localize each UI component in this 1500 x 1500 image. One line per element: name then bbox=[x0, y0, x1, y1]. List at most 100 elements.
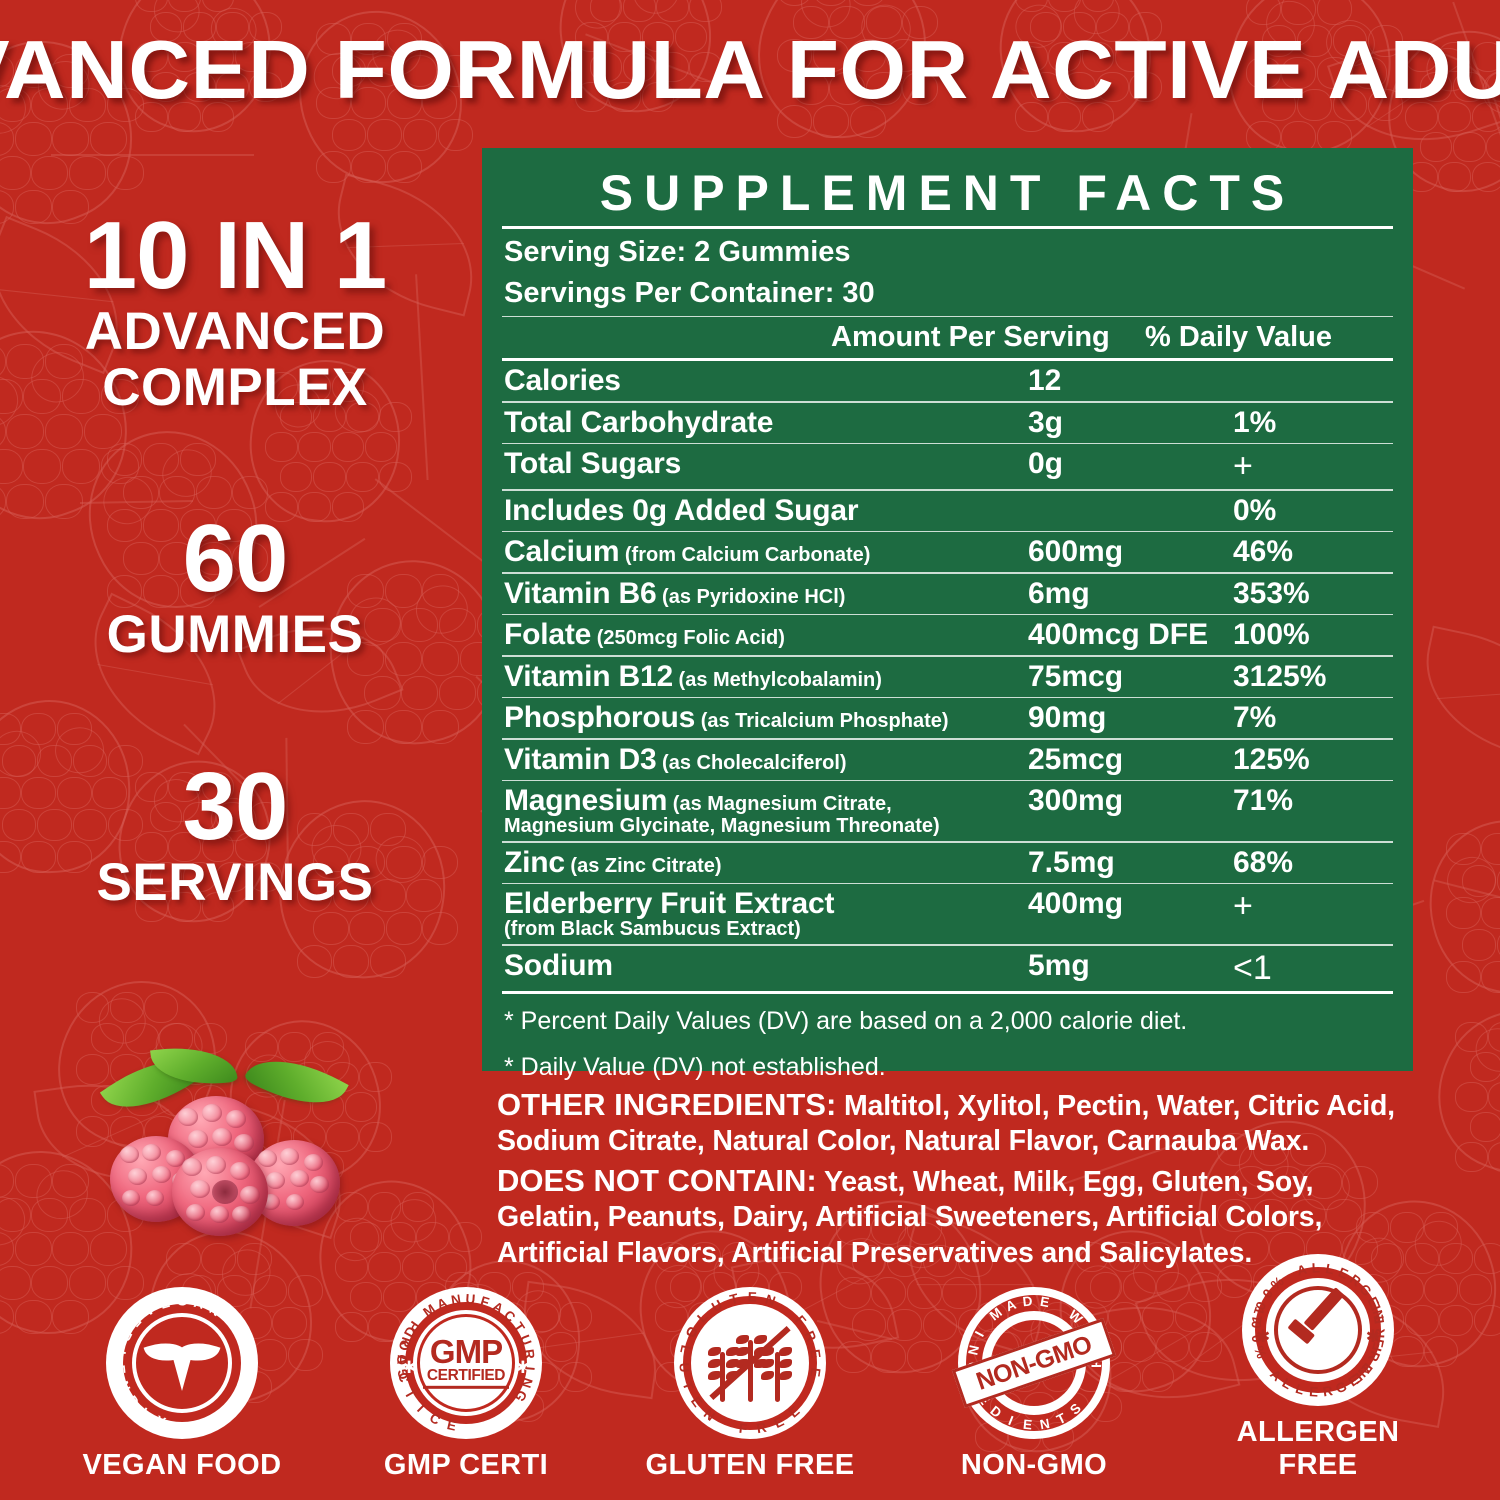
watermark-berry-cell bbox=[83, 414, 122, 449]
nutrient-row: Vitamin D3 (as Cholecalciferol) 25mcg 125% bbox=[502, 740, 1393, 780]
does-not-contain-paragraph: DOES NOT CONTAIN: Yeast, Wheat, Milk, Eg… bbox=[497, 1162, 1402, 1271]
watermark-berry-cell bbox=[31, 1265, 69, 1300]
watermark-berry-cell bbox=[1029, 72, 1063, 102]
watermark-berry-cell bbox=[402, 54, 438, 87]
watermark-berry-cell bbox=[168, 102, 201, 132]
watermark-berry-cell bbox=[906, 1340, 942, 1373]
nutrient-name: Includes 0g Added Sugar bbox=[504, 493, 859, 527]
watermark-berry-cell bbox=[851, 1244, 887, 1277]
watermark-berry-cell bbox=[655, 1302, 688, 1332]
watermark-berry-cell bbox=[656, 52, 689, 82]
watermark-berry-cell bbox=[216, 862, 249, 892]
watermark-berry-cell bbox=[386, 22, 422, 55]
watermark-berry-cell bbox=[232, 542, 269, 576]
watermark-berry-cell bbox=[14, 1231, 52, 1266]
watermark-berry-cell bbox=[438, 118, 473, 151]
watermark-berry-cell bbox=[422, 573, 460, 608]
nutrient-amount: 7.5mg bbox=[1028, 845, 1115, 879]
watermark-berry-cell bbox=[216, 72, 249, 102]
headline-banner: ADVANCED FORMULA FOR ACTIVE ADULTS bbox=[0, 18, 1500, 123]
watermark-berry-cell bbox=[347, 709, 384, 744]
watermark-berry-cell bbox=[312, 846, 349, 880]
watermark-berry-cell bbox=[689, 52, 723, 82]
watermark-berry-cell bbox=[656, 0, 689, 22]
other-ingredients-section: OTHER INGREDIENTS: Maltitol, Xylitol, Pe… bbox=[497, 1086, 1402, 1271]
watermark-berry-cell bbox=[1342, 1166, 1379, 1200]
watermark-berry-cell bbox=[1048, 42, 1081, 72]
watermark-berry-cell bbox=[1305, 1166, 1342, 1200]
watermark-berry-cell bbox=[331, 492, 365, 522]
watermark-berry-cell bbox=[349, 912, 386, 946]
watermark-berry-cell bbox=[1438, 162, 1471, 192]
watermark-berry-cell bbox=[1075, 1242, 1108, 1272]
nutrient-row: Total Sugars 0g + bbox=[502, 444, 1393, 489]
watermark-berry-cell bbox=[1424, 1274, 1458, 1306]
watermark-berry-cell bbox=[143, 575, 179, 609]
watermark-berry-cell bbox=[608, 82, 641, 112]
watermark-berry-cell bbox=[422, 86, 458, 119]
watermark-berry-cell bbox=[101, 379, 140, 414]
claim-big-value: 10 IN 1 bbox=[83, 202, 388, 309]
watermark-berry-cell bbox=[52, 53, 90, 88]
nutrient-row: Folate (250mcg Folic Acid) 400mcg DFE 100% bbox=[502, 615, 1393, 655]
nutrient-source: (as Tricalcium Phosphate) bbox=[695, 710, 949, 733]
watermark-berry-cell bbox=[45, 484, 84, 519]
divider bbox=[502, 655, 1393, 657]
watermark-berry-cell bbox=[279, 402, 313, 432]
watermark-berry-cell bbox=[438, 54, 473, 87]
watermark-berry-cell bbox=[56, 840, 92, 873]
divider bbox=[502, 779, 1393, 782]
watermark-berry-cell bbox=[298, 432, 331, 462]
watermark-berry-cell bbox=[369, 945, 406, 979]
badge-caption: ALLERGEN FREE bbox=[1236, 1416, 1400, 1481]
does-not-contain-label: DOES NOT CONTAIN: bbox=[497, 1162, 817, 1198]
watermark-berry-cell bbox=[52, 189, 90, 224]
watermark-berry-cell bbox=[90, 121, 128, 156]
nutrient-name-cell: Sodium bbox=[504, 949, 1028, 983]
nutrient-source: (as Magnesium Citrate, bbox=[667, 793, 892, 816]
watermark-berry-cell bbox=[575, 82, 608, 112]
nutrient-row: Elderberry Fruit Extract (from Black Samb… bbox=[502, 884, 1393, 944]
watermark-berry-cell bbox=[871, 1340, 907, 1373]
watermark-berry-cell bbox=[401, 1252, 435, 1282]
watermark-berry-cell bbox=[166, 1242, 201, 1275]
watermark-berry-cell bbox=[201, 1242, 237, 1275]
watermark-berry-cell bbox=[1129, 12, 1163, 42]
watermark-berry-cell bbox=[135, 772, 168, 802]
watermark-berry-cell bbox=[234, 42, 268, 72]
watermark-berry-cell bbox=[669, 1272, 703, 1302]
watermark-berry-cell bbox=[792, 72, 829, 106]
watermark-berry-cell bbox=[296, 879, 333, 913]
watermark-berry-cell bbox=[886, 39, 923, 73]
watermark-berry-cell bbox=[385, 846, 422, 880]
watermark-berry-cell bbox=[265, 492, 298, 522]
nutrient-row: Phosphorous (as Tricalcium Phosphate) 90m… bbox=[502, 698, 1393, 738]
watermark-berry-cell bbox=[14, 121, 52, 156]
watermark-berry-cell bbox=[384, 573, 422, 608]
watermark-berry-cell bbox=[179, 575, 216, 609]
watermark-berry-cell bbox=[62, 379, 101, 414]
nutrient-daily-value: + bbox=[1233, 887, 1253, 926]
claim-big-value: 60 bbox=[182, 505, 289, 613]
watermark-berry-cell bbox=[6, 344, 45, 379]
watermark-berry-cell bbox=[1461, 928, 1497, 961]
divider bbox=[502, 489, 1393, 491]
watermark-berry-cell bbox=[1297, 88, 1332, 121]
claim-sub-line-2: COMPLEX bbox=[102, 357, 368, 417]
watermark-berry-cell bbox=[344, 1092, 378, 1122]
watermark-berry-cell bbox=[216, 12, 249, 42]
watermark-berry-cell bbox=[0, 1265, 31, 1300]
watermark-berry-cell bbox=[179, 509, 216, 543]
nutrient-name-cell: Vitamin B6 (as Pyridoxine HCl) bbox=[504, 577, 1028, 611]
watermark-berry-cell bbox=[278, 1032, 311, 1062]
watermark-berry-cell bbox=[416, 1222, 449, 1252]
watermark-berry-cell bbox=[21, 712, 57, 745]
divider bbox=[502, 738, 1393, 740]
watermark-berry-cell bbox=[575, 22, 608, 52]
badge-caption: GLUTEN FREE bbox=[645, 1449, 855, 1481]
watermark-berry-cell bbox=[333, 945, 369, 979]
watermark-berry-cell bbox=[1446, 960, 1481, 993]
